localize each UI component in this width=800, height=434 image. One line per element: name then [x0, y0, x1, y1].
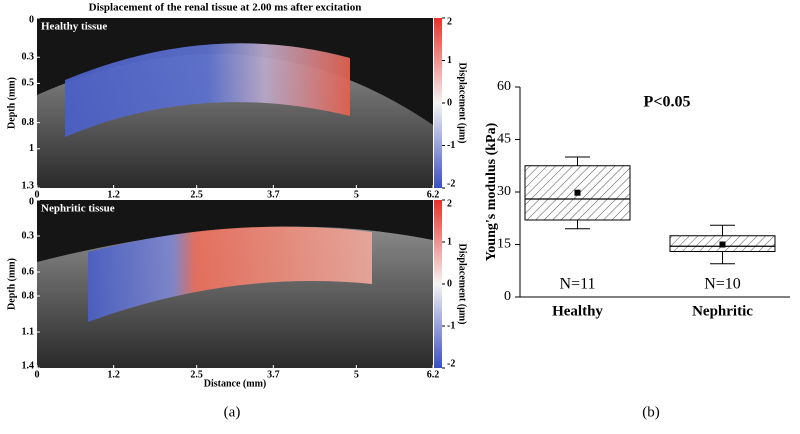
- oct-image-healthy: [37, 18, 433, 189]
- colorbar-tick-label: -2: [447, 178, 455, 189]
- colorbar-tick-label: 1: [447, 55, 452, 66]
- x-tick-label: 2.5: [190, 369, 203, 380]
- x-tick-label: 3.7: [267, 369, 280, 380]
- colorbar-tick-label: 1: [447, 236, 452, 247]
- x-tick-label: 6.2: [427, 189, 440, 200]
- colorbar-tick-label: 0: [447, 97, 452, 108]
- y-axis-label: Depth (mm): [6, 258, 17, 310]
- x-tick-label: Nephritic: [692, 303, 753, 319]
- mean: [719, 241, 726, 248]
- y-tick-label: 1.1: [22, 326, 35, 337]
- annotation: P<0.05: [644, 94, 691, 111]
- caption: (a): [224, 404, 241, 420]
- y-tick-label: 0.8: [22, 117, 35, 128]
- colorbar-tick-label: 0: [447, 278, 452, 289]
- y-tick-label: 0: [29, 14, 34, 25]
- y-tick-label: 1.3: [22, 180, 35, 191]
- x-tick-label: 1.2: [107, 189, 120, 200]
- colorbar-tick-label: -2: [447, 358, 455, 369]
- x-tick-label: 0: [35, 369, 40, 380]
- y-tick-label: 0.3: [22, 52, 35, 63]
- x-tick-label: 3.7: [267, 189, 280, 200]
- panel-label: Nephritic tissue: [41, 203, 115, 215]
- y-axis-label: Depth (mm): [6, 77, 17, 129]
- colorbar-tick-label: -1: [447, 140, 455, 151]
- y-tick-label: 0.5: [22, 78, 35, 89]
- y-tick-label: 60: [497, 79, 511, 94]
- y-axis-label: Young's modulus (kPa): [484, 122, 499, 261]
- y-tick-label: 15: [497, 237, 511, 252]
- y-tick-label: 0: [504, 289, 511, 304]
- colorbar-tick-label: 2: [447, 198, 452, 209]
- x-axis-label: Distance (mm): [204, 378, 266, 389]
- x-tick-label: 1.2: [107, 369, 120, 380]
- x-tick-label: 5: [354, 369, 359, 380]
- caption: (b): [642, 404, 660, 420]
- colorbar-label: Displacement (μm): [457, 244, 468, 325]
- colorbar: [434, 18, 442, 188]
- colorbar-tick-label: -1: [447, 320, 455, 331]
- y-tick-label: 30: [497, 184, 511, 199]
- x-tick-label: 5: [354, 189, 359, 200]
- y-tick-label: 0.6: [22, 266, 35, 277]
- colorbar-label: Displacement (μm): [457, 63, 468, 144]
- chart-title: Displacement of the renal tissue at 2.00…: [89, 2, 362, 14]
- count-label: N=11: [560, 276, 596, 293]
- y-tick-label: 0.3: [22, 230, 35, 241]
- mean: [574, 189, 581, 196]
- y-tick-label: 1.4: [22, 360, 35, 371]
- oct-image-nephritic: [37, 200, 433, 368]
- x-tick-label: 6.2: [427, 369, 440, 380]
- y-tick-label: 0.8: [22, 290, 35, 301]
- x-tick-label: Healthy: [552, 303, 603, 319]
- x-tick-label: 2.5: [190, 189, 203, 200]
- colorbar: [434, 200, 442, 368]
- x-tick-label: 0: [35, 189, 40, 200]
- colorbar-tick-label: 2: [447, 16, 452, 27]
- panel-label: Healthy tissue: [41, 21, 107, 33]
- y-tick-label: 45: [497, 132, 511, 147]
- y-tick-label: 0: [29, 196, 34, 207]
- y-tick-label: 1: [29, 143, 34, 154]
- count-label: N=10: [704, 276, 741, 293]
